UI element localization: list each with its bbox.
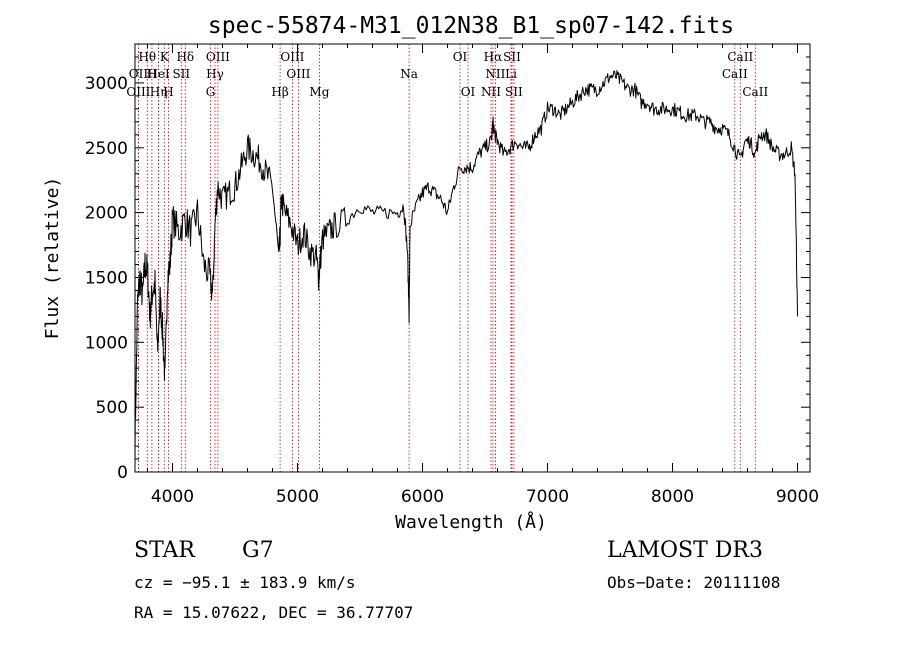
spectral-line-label: NII [485, 67, 505, 81]
object-subclass: G7 [242, 538, 274, 563]
spectral-line-label: OIII [126, 85, 150, 99]
spectral-line-label: NII [481, 85, 501, 99]
spectral-line-label: Li [505, 67, 517, 81]
spectral-line-label: Hθ [138, 50, 156, 64]
coordinates-label: RA = 15.07622, DEC = 36.77707 [134, 603, 414, 622]
spectral-line-label: Mg [309, 85, 329, 99]
spectral-line-label: Hα [484, 50, 503, 64]
x-tick-label: 5000 [276, 487, 319, 507]
object-class: STAR [134, 538, 195, 563]
y-tick-label: 3000 [85, 74, 128, 94]
spectral-line-label: H [147, 67, 157, 81]
spectral-line-label: OIII [280, 50, 304, 64]
spectral-line-label: CaII [727, 50, 753, 64]
obs-date-label: Obs−Date: 20111108 [607, 573, 781, 592]
spectral-line-label: G [206, 85, 216, 99]
spectral-line-label: OII [129, 67, 149, 81]
spectral-line-label: SII [172, 67, 190, 81]
redshift-label: cz = −95.1 ± 183.9 km/s [134, 573, 356, 592]
spectral-line-label: SII [505, 85, 523, 99]
spectral-line-label: H [163, 85, 173, 99]
x-tick-label: 9000 [776, 487, 819, 507]
plot-area: 4000 5000 6000 7000 8000 9000 0 500 1000 1500 2000… [85, 43, 819, 507]
spectral-line-label: HeI [147, 67, 170, 81]
x-tick-label: 7000 [526, 487, 569, 507]
y-tick-label: 2500 [85, 139, 128, 159]
y-tick-label: 0 [117, 463, 128, 483]
spectral-line-label: CaII [742, 85, 768, 99]
y-axis-label: Flux (relative) [42, 177, 63, 340]
spectral-line-label: SII [503, 50, 521, 64]
spectral-line-label: Hβ [271, 85, 288, 99]
x-tick-label: 6000 [401, 487, 444, 507]
x-tick-label: 4000 [151, 487, 194, 507]
spectral-line-label: OI [461, 85, 476, 99]
spectral-line-label: Hγ [206, 67, 224, 81]
spectral-line-label: Hη [150, 85, 168, 99]
chart-title: spec-55874-M31_012N38_B1_sp07-142.fits [208, 13, 734, 39]
spectral-line-label: Hδ [176, 50, 194, 64]
spectral-line-label: K [160, 50, 170, 64]
y-tick-label: 500 [96, 398, 128, 418]
y-tick-label: 1500 [85, 269, 128, 289]
x-axis-label: Wavelength (Å) [395, 511, 547, 533]
plot-frame [134, 43, 811, 473]
spectrum-series-flux [134, 70, 798, 463]
survey-label: LAMOST DR3 [607, 538, 763, 563]
spectral-line-label: CaII [722, 67, 748, 81]
y-tick-label: 1000 [85, 333, 128, 353]
y-tick-label: 2000 [85, 204, 128, 224]
spectral-line-label: OIII [286, 67, 310, 81]
spectral-line-label: Na [400, 67, 418, 81]
spectral-line-label: OI [453, 50, 468, 64]
x-tick-label: 8000 [651, 487, 694, 507]
spectral-line-label: OIII [206, 50, 230, 64]
